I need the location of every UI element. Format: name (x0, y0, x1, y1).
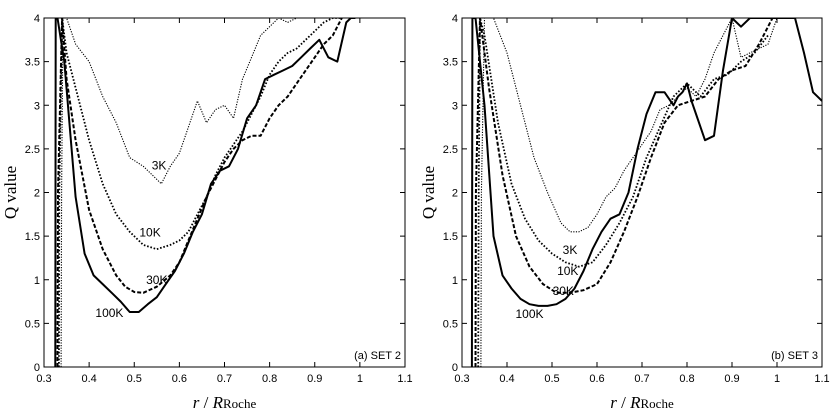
x-tick-label: 0.4 (499, 373, 514, 385)
x-tick-label: 0.8 (262, 373, 277, 385)
x-tick-label: 0.7 (217, 373, 232, 385)
x-tick-label: 0.7 (634, 373, 649, 385)
x-tick-label: 0.3 (454, 373, 469, 385)
curve-label-100k: 100K (515, 307, 543, 321)
panel-a: 0.3 0.4 0.5 0.6 0.7 0.8 0.9 1 1.1 0 0.5 1 1.5 2 2.5 3 3.… (1, 13, 413, 412)
plot-frame (43, 17, 406, 368)
curve-label-100k: 100K (95, 306, 123, 320)
x-tick-label: 0.6 (589, 373, 604, 385)
y-tick-label: 0 (452, 362, 458, 374)
curve-label-30k: 30K (553, 284, 574, 298)
x-axis-label: r / RRoche (610, 393, 674, 412)
x-tick-label: 1.1 (814, 373, 829, 385)
y-tick-label: 3 (34, 100, 40, 112)
x-tick-label: 0.5 (127, 373, 142, 385)
x-tick-label: 1 (357, 373, 363, 385)
series-group (54, 18, 356, 367)
series-line-30k (474, 18, 774, 367)
plot-frame (461, 17, 823, 368)
x-axis-label-r: r (610, 393, 617, 412)
y-tick-label: 3.5 (25, 57, 40, 69)
x-tick-label: 0.5 (544, 373, 559, 385)
y-tick-label: 2.5 (443, 144, 458, 156)
curve-label-30k: 30K (146, 273, 167, 287)
series-line-100k (54, 18, 356, 367)
y-tick-label: 2.5 (25, 144, 40, 156)
x-tick-label: 0.6 (172, 373, 187, 385)
curve-label-10k: 10K (557, 264, 578, 278)
y-tick-label: 3.5 (443, 57, 458, 69)
panel-b: 0.3 0.4 0.5 0.6 0.7 0.8 0.9 1 1.1 0 0.5 1 1.5 2 2.5 3 3.… (419, 13, 830, 412)
series-line-30k (56, 18, 343, 367)
x-axis-label-R: R (212, 393, 224, 412)
panel-label: (b) SET 3 (771, 350, 818, 362)
y-tick-label: 4 (452, 13, 458, 25)
x-tick-label: 0.3 (36, 373, 51, 385)
y-tick-label: 0 (34, 362, 40, 374)
y-tick-label: 3 (452, 100, 458, 112)
x-axis-label-sub: Roche (641, 396, 674, 411)
y-tick-label: 1.5 (443, 231, 458, 243)
y-tick-label: 0.5 (443, 318, 458, 330)
x-axis-label-sep: / (199, 393, 212, 412)
y-tick-label: 4 (34, 13, 40, 25)
x-tick-label: 0.4 (81, 373, 96, 385)
y-axis-label: Q value (1, 166, 20, 219)
series-line-100k (470, 18, 822, 367)
x-tick-label: 0.9 (307, 373, 322, 385)
x-axis-label-sep: / (617, 393, 630, 412)
curve-label-3k: 3K (563, 243, 578, 257)
y-tick-label: 2 (34, 188, 40, 200)
panel-label: (a) SET 2 (354, 350, 401, 362)
series-group (470, 18, 822, 367)
x-tick-label: 1 (774, 373, 780, 385)
x-axis-label-R: R (629, 393, 641, 412)
series-line-3k (480, 18, 778, 367)
x-axis-label-r: r (193, 393, 200, 412)
series-line-3k (60, 18, 297, 367)
curve-label-10k: 10K (139, 226, 160, 240)
curve-label-3k: 3K (152, 158, 167, 172)
x-axis-label-sub: Roche (223, 396, 256, 411)
y-tick-label: 1.5 (25, 231, 40, 243)
y-tick-label: 1 (34, 275, 40, 287)
y-tick-label: 0.5 (25, 318, 40, 330)
y-tick-label: 1 (452, 275, 458, 287)
y-tick-label: 2 (452, 188, 458, 200)
x-tick-label: 0.9 (724, 373, 739, 385)
x-tick-label: 1.1 (397, 373, 412, 385)
x-tick-label: 0.8 (679, 373, 694, 385)
y-axis-label: Q value (419, 166, 438, 219)
x-axis-label: r / RRoche (193, 393, 257, 412)
